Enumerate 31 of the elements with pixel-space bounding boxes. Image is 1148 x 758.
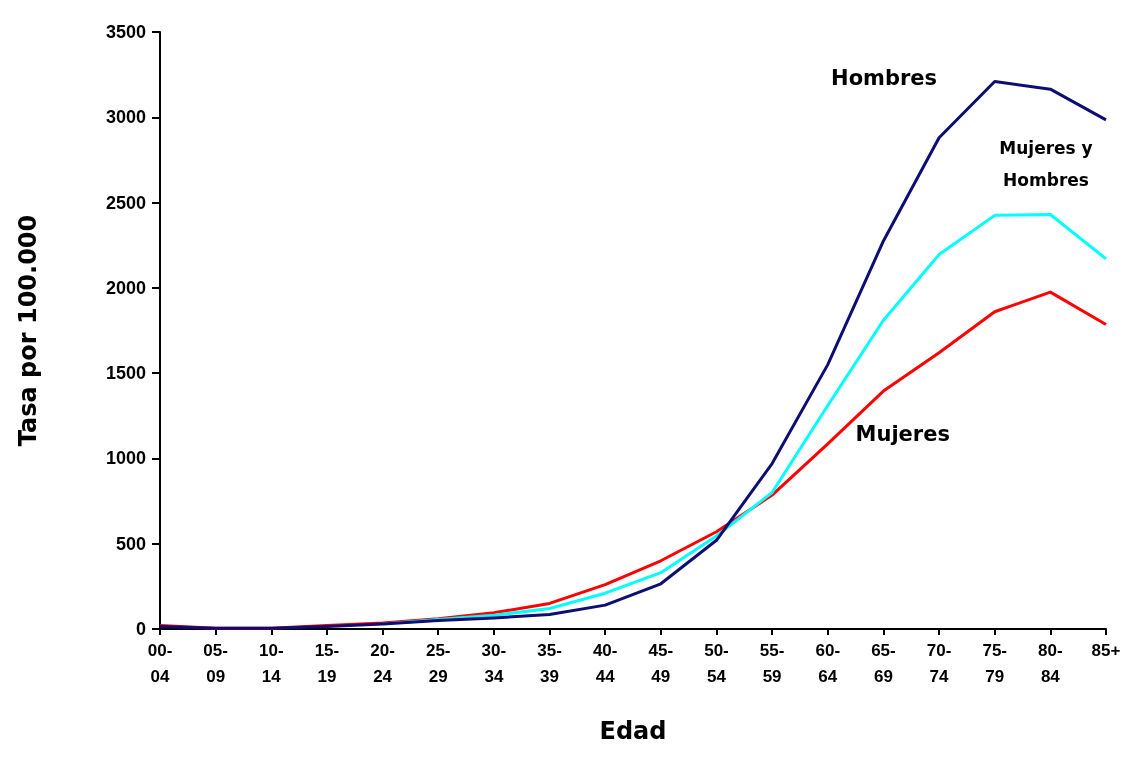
y-tick-label: 3500 (105, 22, 146, 42)
y-tick-label: 1500 (105, 363, 146, 384)
y-tick-label: 3000 (105, 107, 146, 128)
y-tick-label: 500 (115, 533, 146, 554)
series-label: Hombres (831, 65, 938, 90)
x-tick-label: 00-04 (147, 640, 173, 686)
x-tick-label: 35-39 (537, 640, 562, 686)
x-tick-label: 85+ (1091, 640, 1121, 660)
series-label: Mujeres (855, 421, 950, 446)
y-tick-label: 1000 (105, 448, 146, 469)
x-tick-label: 60-64 (815, 640, 841, 686)
y-tick-label: 0 (135, 619, 146, 639)
y-tick-label: 2000 (105, 277, 146, 298)
x-tick-label: 05-09 (203, 640, 228, 686)
x-tick-label: 20-24 (370, 640, 395, 686)
x-tick-label: 55-59 (759, 640, 785, 686)
y-tick-label: 2500 (105, 192, 146, 213)
x-tick-label: 25-29 (425, 640, 451, 686)
x-tick-label: 50-54 (704, 640, 729, 686)
x-tick-label: 15-19 (314, 640, 340, 686)
x-tick-label: 80-84 (1038, 640, 1063, 686)
y-axis-title: Tasa por 100.000 (14, 214, 42, 447)
x-axis-title: Edad (599, 717, 667, 745)
series-label: Mujeres y Hombres (999, 137, 1093, 190)
x-tick-label: 45-49 (648, 640, 674, 686)
x-tick-label: 10-14 (259, 640, 284, 686)
x-tick-label: 75-79 (982, 640, 1007, 686)
x-tick-label: 30-34 (481, 640, 507, 686)
x-tick-label: 65-69 (871, 640, 896, 686)
x-tick-label: 40-44 (592, 640, 618, 686)
x-tick-label: 70-74 (926, 640, 952, 686)
